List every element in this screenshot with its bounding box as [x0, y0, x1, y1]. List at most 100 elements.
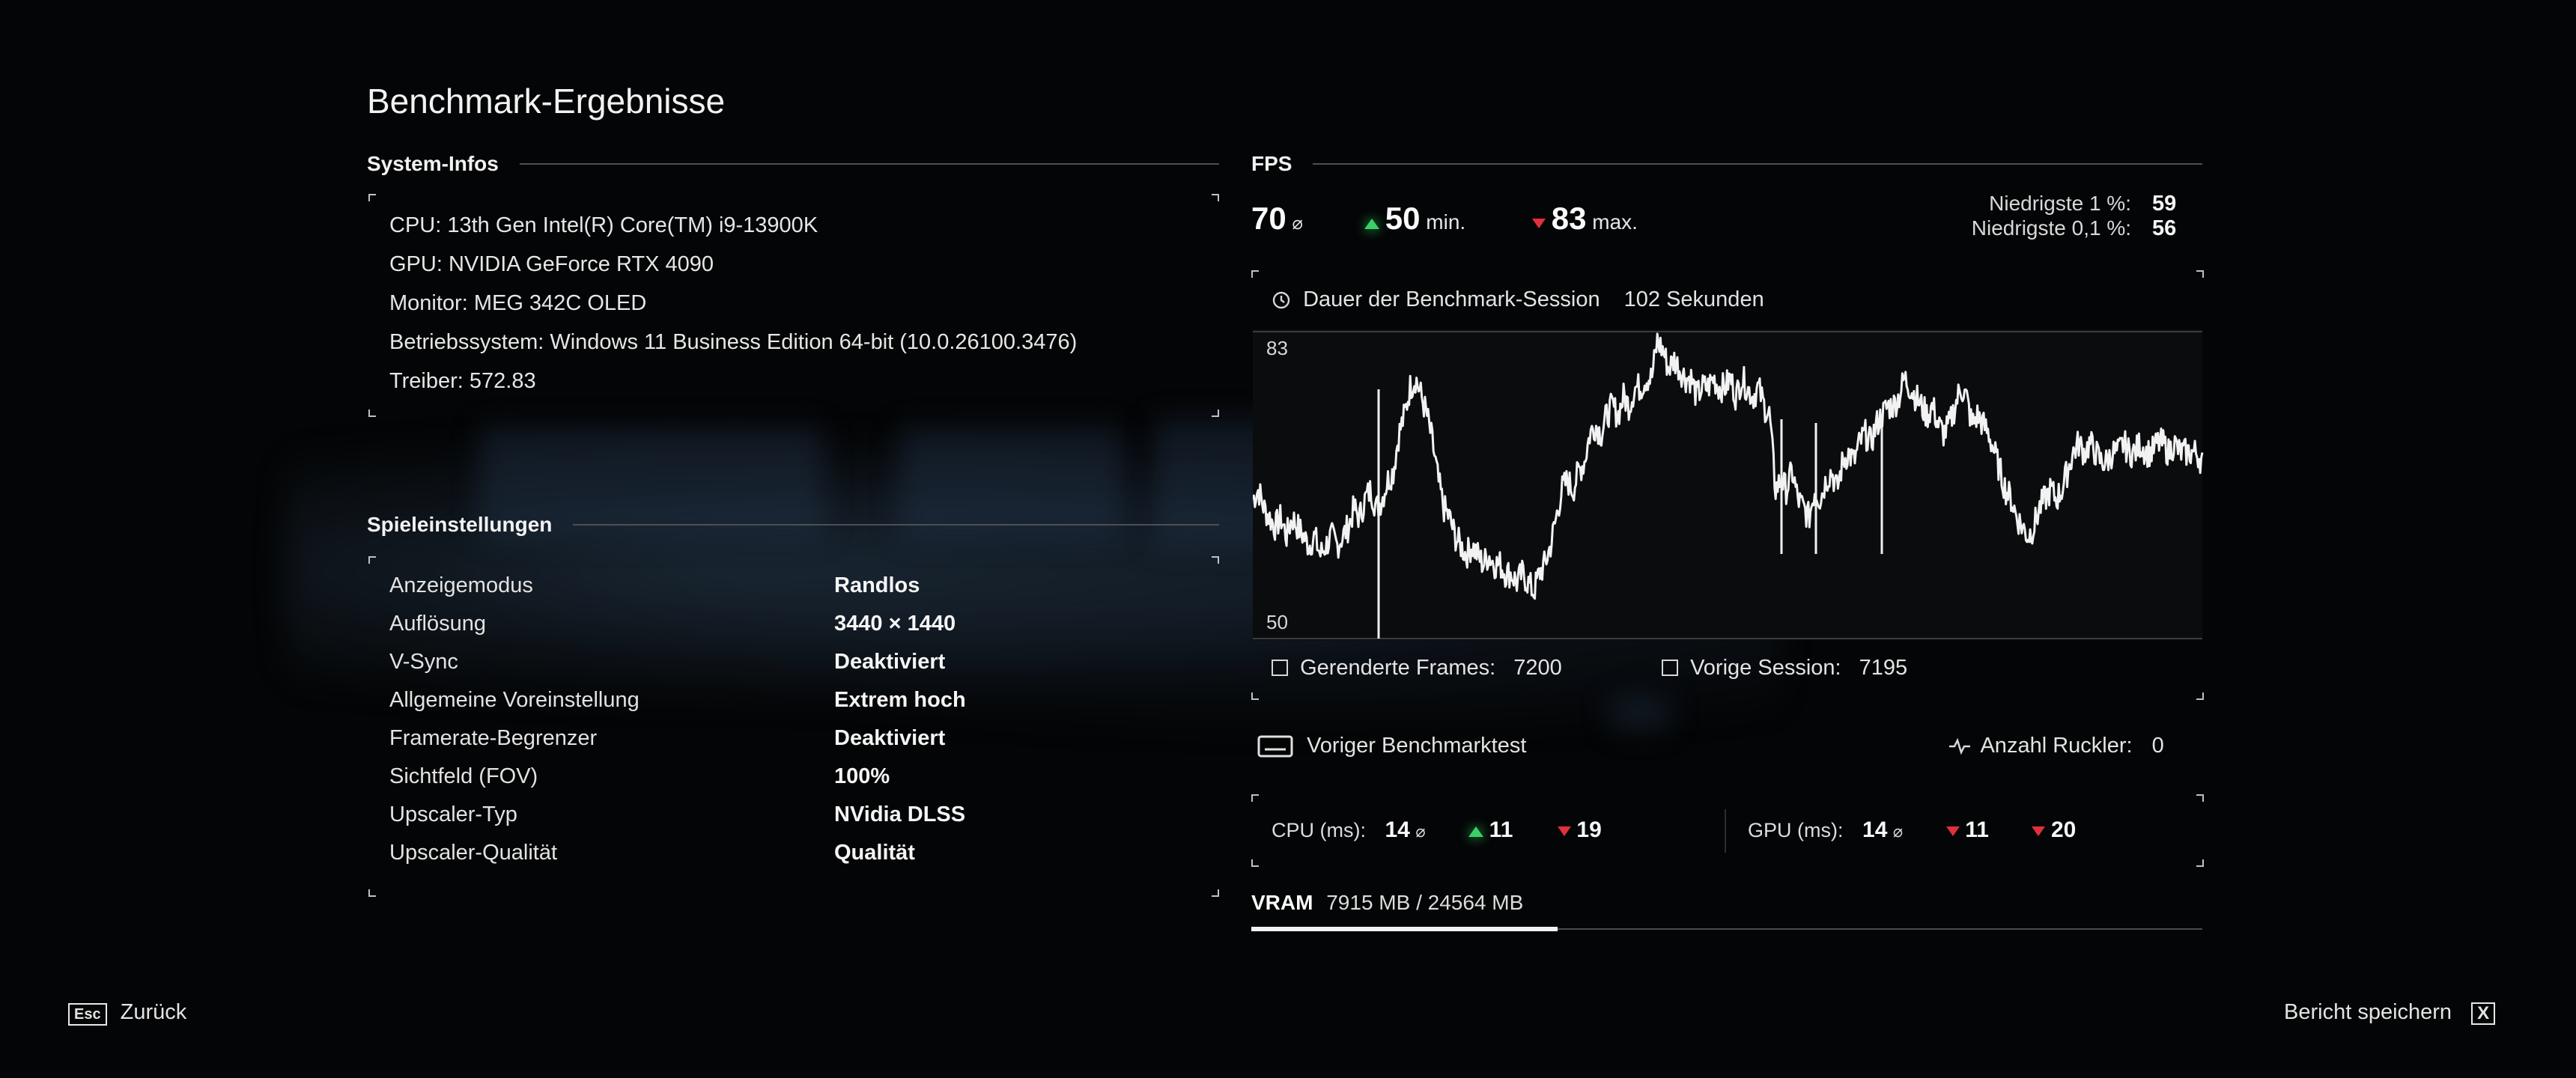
game-settings-heading-label: Spieleinstellungen: [367, 513, 553, 536]
gpu-min: 11: [1965, 817, 1989, 842]
setting-value: Deaktiviert: [834, 650, 946, 674]
game-settings-heading: Spieleinstellungen: [367, 513, 1219, 537]
duration-value: 102 Sekunden: [1623, 287, 1764, 311]
divider: [1313, 163, 2202, 165]
fps-line-chart: 83 50: [1253, 329, 2204, 640]
system-info-line: CPU: 13th Gen Intel(R) Core(TM) i9-13900…: [389, 213, 818, 237]
fps-chart-panel: [1251, 270, 2204, 700]
y-tick-label: 50: [1266, 611, 1288, 633]
previous-benchmark-label: Voriger Benchmarktest: [1307, 734, 1527, 758]
system-info-line: Treiber: 572.83: [389, 369, 536, 393]
cpu-max: 19: [1576, 817, 1602, 842]
low01-value: 56: [2152, 216, 2177, 240]
rendered-frames: Gerenderte Frames: 7200: [1272, 656, 1562, 680]
fps-min-suffix: min.: [1426, 210, 1466, 234]
fps-min: 50 min.: [1364, 201, 1465, 237]
fps-max-value: 83: [1551, 201, 1587, 236]
vram-readout: VRAM 7915 MB / 24564 MB: [1251, 891, 1523, 915]
clock-icon: [1272, 292, 1290, 309]
setting-value: Randlos: [834, 573, 920, 597]
arrow-down-icon: [2032, 826, 2046, 837]
cpu-min: 11: [1489, 817, 1513, 842]
setting-label: Upscaler-Qualität: [389, 841, 558, 865]
system-info-line: Betriebssystem: Windows 11 Business Edit…: [389, 330, 1078, 354]
fps-series-line: [1253, 332, 2204, 600]
divider: [573, 524, 1219, 526]
system-info-heading-label: System-Infos: [367, 152, 499, 175]
setting-value: 3440 × 1440: [834, 612, 956, 636]
setting-label: Anzeigemodus: [389, 573, 533, 597]
fps-heading: FPS: [1251, 152, 2202, 176]
save-report-button[interactable]: Bericht speichern X: [2284, 1000, 2496, 1025]
setting-label: Allgemeine Voreinstellung: [389, 688, 640, 712]
rendered-frames-value: 7200: [1513, 656, 1562, 680]
setting-value: Qualität: [834, 841, 915, 865]
arrow-down-icon: [1557, 826, 1571, 837]
setting-label: Auflösung: [389, 612, 486, 636]
vram-bar-track: [1251, 928, 2202, 930]
background-blur: [479, 427, 824, 539]
y-tick-label: 83: [1266, 337, 1288, 359]
vram-value: 7915 MB / 24564 MB: [1326, 891, 1524, 914]
checkbox-icon[interactable]: [1662, 660, 1678, 676]
previous-session: Vorige Session: 7195: [1662, 656, 1907, 680]
back-label: Zurück: [120, 1000, 187, 1024]
fps-heading-label: FPS: [1251, 152, 1292, 175]
save-report-label: Bericht speichern: [2284, 1000, 2452, 1024]
fps-min-value: 50: [1385, 201, 1421, 236]
gpu-max: 20: [2050, 817, 2077, 842]
previous-session-value: 7195: [1859, 656, 1908, 680]
setting-label: Upscaler-Typ: [389, 803, 517, 826]
checkbox-icon[interactable]: [1272, 660, 1288, 676]
stutter-count: Anzahl Ruckler: 0: [1948, 734, 2164, 758]
system-info-panel: CPU: 13th Gen Intel(R) Core(TM) i9-13900…: [368, 194, 1219, 417]
fps-max-suffix: max.: [1592, 210, 1638, 234]
fps-avg: 70 ⌀: [1251, 201, 1303, 237]
stutter-value: 0: [2151, 734, 2164, 758]
setting-value: NVidia DLSS: [834, 803, 966, 826]
monitor-icon: [1257, 735, 1293, 758]
gpu-label: GPU (ms):: [1748, 819, 1844, 841]
previous-benchmark-button[interactable]: Voriger Benchmarktest: [1257, 734, 1526, 758]
arrow-down-icon: [1945, 826, 1960, 837]
avg-symbol: ⌀: [1292, 213, 1303, 234]
cpu-frametime: CPU (ms): 14 ⌀ 11 19: [1272, 817, 1602, 843]
esc-key-icon: Esc: [68, 1003, 107, 1026]
cpu-avg: 14: [1385, 817, 1410, 842]
system-info-line: Monitor: MEG 342C OLED: [389, 291, 647, 315]
duration-label: Dauer der Benchmark-Session: [1303, 287, 1600, 311]
system-info-line: GPU: NVIDIA GeForce RTX 4090: [389, 252, 714, 276]
cpu-label: CPU (ms):: [1272, 819, 1366, 841]
low1-label: Niedrigste 1 %:: [1989, 192, 2131, 215]
divider: [1725, 809, 1726, 853]
low01-label: Niedrigste 0,1 %:: [1971, 216, 2131, 240]
background-blur: [1610, 696, 1670, 730]
setting-value: Extrem hoch: [834, 688, 966, 712]
previous-session-label: Vorige Session:: [1690, 656, 1841, 680]
game-settings-panel: Anzeigemodus Randlos Auflösung 3440 × 1440…: [368, 556, 1219, 897]
page-title: Benchmark-Ergebnisse: [367, 82, 726, 121]
arrow-down-icon: [1532, 219, 1546, 229]
vram-bar-fill: [1251, 927, 1558, 931]
low1-value: 59: [2152, 192, 2177, 216]
frame-time-panel: [1251, 794, 2204, 867]
avg-symbol: ⌀: [1415, 822, 1426, 841]
gpu-frametime: GPU (ms): 14 ⌀ 11 20: [1748, 817, 2076, 843]
stutter-label: Anzahl Ruckler:: [1980, 734, 2133, 758]
system-info-heading: System-Infos: [367, 152, 1219, 176]
x-key-icon: X: [2471, 1002, 2496, 1025]
back-button[interactable]: Esc Zurück: [68, 1000, 186, 1026]
background-blur: [899, 427, 1123, 539]
session-duration: Dauer der Benchmark-Session 102 Sekunden: [1272, 287, 1764, 312]
pulse-icon: [1949, 738, 1970, 755]
setting-value: 100%: [834, 764, 890, 788]
setting-value: Deaktiviert: [834, 726, 946, 750]
fps-avg-value: 70: [1251, 201, 1287, 236]
avg-symbol: ⌀: [1892, 822, 1904, 841]
rendered-frames-label: Gerenderte Frames:: [1300, 656, 1496, 680]
arrow-up-icon: [1468, 826, 1484, 837]
setting-label: Framerate-Begrenzer: [389, 726, 598, 750]
divider: [519, 163, 1219, 165]
setting-label: Sichtfeld (FOV): [389, 764, 538, 788]
gpu-avg: 14: [1862, 817, 1888, 842]
